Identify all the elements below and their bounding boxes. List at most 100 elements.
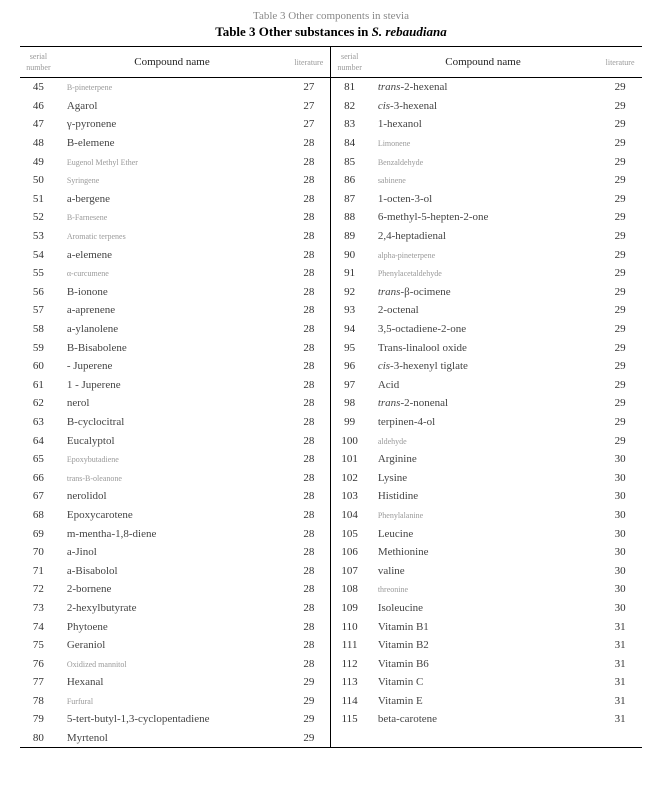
cell-compound xyxy=(368,729,598,748)
table-row: 70a-Jinol28106Methionine30 xyxy=(20,543,642,562)
cell-serial: 84 xyxy=(331,134,368,153)
cell-compound: Vitamin E xyxy=(368,692,598,711)
cell-lit: 28 xyxy=(287,524,331,543)
cell-lit: 28 xyxy=(287,134,331,153)
cell-compound: Eugenol Methyl Ether xyxy=(57,152,287,171)
cell-serial: 60 xyxy=(20,357,57,376)
cell-serial: 78 xyxy=(20,692,57,711)
cell-compound: Methionine xyxy=(368,543,598,562)
cell-compound: Phenylalanine xyxy=(368,506,598,525)
cell-compound: Geraniol xyxy=(57,636,287,655)
cell-lit: 31 xyxy=(598,692,642,711)
table-caption-main: Table 3 Other substances in S. rebaudian… xyxy=(20,24,642,40)
cell-serial: 52 xyxy=(20,208,57,227)
table-row: 65Epoxybutadiene28101Arginine30 xyxy=(20,450,642,469)
cell-compound: B-Farnesene xyxy=(57,208,287,227)
cell-lit: 28 xyxy=(287,468,331,487)
cell-serial: 70 xyxy=(20,543,57,562)
cell-lit: 29 xyxy=(287,710,331,729)
table-header-row: serial number Compound name literature s… xyxy=(20,47,642,78)
cell-lit: 31 xyxy=(598,710,642,729)
cell-serial: 85 xyxy=(331,152,368,171)
cell-lit: 28 xyxy=(287,171,331,190)
cell-serial: 112 xyxy=(331,654,368,673)
table-row: 80Myrtenol29 xyxy=(20,729,642,748)
table-body: 45B-pineterpene2781trans-2-hexenal2946Ag… xyxy=(20,78,642,748)
cell-lit: 29 xyxy=(598,152,642,171)
cell-serial: 115 xyxy=(331,710,368,729)
cell-serial: 97 xyxy=(331,376,368,395)
cell-serial: 63 xyxy=(20,413,57,432)
cell-lit: 29 xyxy=(598,357,642,376)
table-row: 58a-ylanolene28943,5-octadiene-2-one29 xyxy=(20,320,642,339)
cell-lit: 29 xyxy=(287,673,331,692)
cell-compound: 6-methyl-5-hepten-2-one xyxy=(368,208,598,227)
cell-compound: m-mentha-1,8-diene xyxy=(57,524,287,543)
cell-lit: 29 xyxy=(598,264,642,283)
cell-compound: threonine xyxy=(368,580,598,599)
cell-serial: 76 xyxy=(20,654,57,673)
cell-compound: Vitamin B2 xyxy=(368,636,598,655)
cell-lit: 30 xyxy=(598,599,642,618)
caption-prefix: Table 3 Other substances in xyxy=(215,24,371,39)
cell-serial: 46 xyxy=(20,97,57,116)
table-row: 795-tert-butyl-1,3-cyclopentadiene29115b… xyxy=(20,710,642,729)
cell-lit: 28 xyxy=(287,561,331,580)
cell-compound: Epoxycarotene xyxy=(57,506,287,525)
cell-compound: Isoleucine xyxy=(368,599,598,618)
cell-compound: Benzaldehyde xyxy=(368,152,598,171)
cell-serial: 50 xyxy=(20,171,57,190)
cell-serial: 98 xyxy=(331,394,368,413)
cell-lit: 31 xyxy=(598,654,642,673)
cell-compound: Acid xyxy=(368,376,598,395)
cell-lit: 29 xyxy=(598,320,642,339)
cell-lit: 29 xyxy=(598,97,642,116)
table-row: 78Furfural29114Vitamin E31 xyxy=(20,692,642,711)
cell-compound: valine xyxy=(368,561,598,580)
cell-lit: 29 xyxy=(598,338,642,357)
cell-compound: alpha-pineterpene xyxy=(368,245,598,264)
cell-serial: 100 xyxy=(331,431,368,450)
table-row: 611 - Juperene2897Acid29 xyxy=(20,376,642,395)
cell-lit: 31 xyxy=(598,617,642,636)
cell-lit: 28 xyxy=(287,543,331,562)
cell-lit: 29 xyxy=(287,729,331,748)
cell-lit: 28 xyxy=(287,654,331,673)
cell-serial: 67 xyxy=(20,487,57,506)
table-row: 48B-elemene2884Limonene29 xyxy=(20,134,642,153)
table-row: 66trans-B-oleanone28102Lysine30 xyxy=(20,468,642,487)
cell-compound: a-elemene xyxy=(57,245,287,264)
cell-compound: Epoxybutadiene xyxy=(57,450,287,469)
cell-serial: 109 xyxy=(331,599,368,618)
cell-serial: 62 xyxy=(20,394,57,413)
cell-serial: 73 xyxy=(20,599,57,618)
cell-serial: 71 xyxy=(20,561,57,580)
cell-compound: Aromatic terpenes xyxy=(57,227,287,246)
table-row: 59B-Bisabolene2895Trans-linalool oxide29 xyxy=(20,338,642,357)
cell-compound: 2-hexylbutyrate xyxy=(57,599,287,618)
cell-compound: beta-carotene xyxy=(368,710,598,729)
cell-compound: 2-octenal xyxy=(368,301,598,320)
table-row: 54a-elemene2890alpha-pineterpene29 xyxy=(20,245,642,264)
cell-compound: cis-3-hexenyl tiglate xyxy=(368,357,598,376)
cell-serial: 80 xyxy=(20,729,57,748)
cell-serial: 65 xyxy=(20,450,57,469)
cell-compound: Phytoene xyxy=(57,617,287,636)
cell-compound: B-cyclocitral xyxy=(57,413,287,432)
cell-lit: 28 xyxy=(287,617,331,636)
cell-serial: 54 xyxy=(20,245,57,264)
cell-lit: 30 xyxy=(598,487,642,506)
table-row: 67nerolidol28103Histidine30 xyxy=(20,487,642,506)
cell-compound: γ-pyronene xyxy=(57,115,287,134)
cell-serial: 113 xyxy=(331,673,368,692)
table-row: 62nerol2898trans-2-nonenal29 xyxy=(20,394,642,413)
cell-lit: 29 xyxy=(598,115,642,134)
cell-serial: 89 xyxy=(331,227,368,246)
cell-lit: 29 xyxy=(598,171,642,190)
cell-compound: Furfural xyxy=(57,692,287,711)
cell-compound: cis-3-hexenal xyxy=(368,97,598,116)
cell-compound: a-Jinol xyxy=(57,543,287,562)
cell-serial: 77 xyxy=(20,673,57,692)
cell-lit: 27 xyxy=(287,78,331,97)
table-row: 68Epoxycarotene28104Phenylalanine30 xyxy=(20,506,642,525)
